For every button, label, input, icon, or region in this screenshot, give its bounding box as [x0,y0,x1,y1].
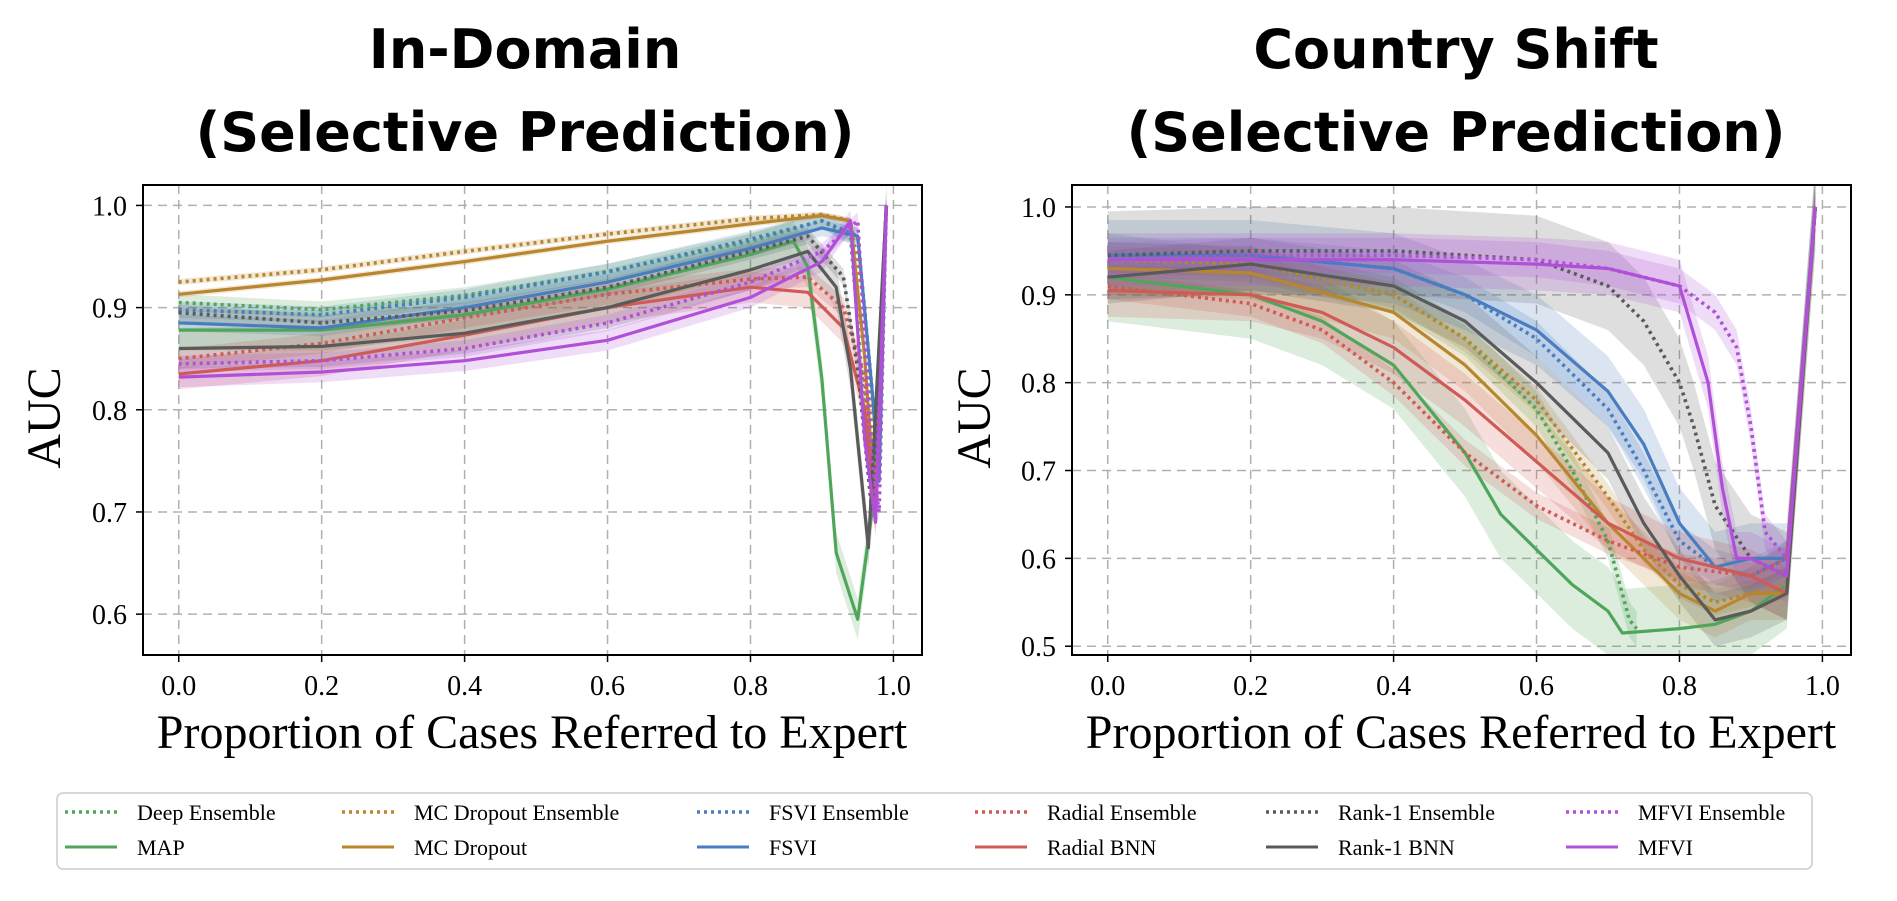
x-tick-label: 0.0 [161,671,196,702]
band-mfvi [178,195,887,533]
axes-frame [1071,184,1852,656]
country-shift-panel: Country Shift (Selective Prediction) Pro… [948,18,1852,759]
x-tick-label: 0.2 [304,671,339,702]
x-tick-label: 0.8 [733,671,768,702]
y-tick-label: 0.9 [92,294,127,325]
band-fsvi [178,197,887,490]
x-tick-label: 0.8 [1662,671,1697,702]
series-line-mc-dropout-ensemble [178,205,889,494]
series-line-fsvi-ensemble [1107,206,1818,578]
series-line-radial-bnn [178,205,888,524]
legend-label: FSVI Ensemble [769,800,909,825]
legend-label: Deep Ensemble [137,800,276,825]
series-line-fsvi [1107,206,1817,569]
series-line-radial-ensemble [1107,206,1818,578]
legend-label: Rank-1 BNN [1338,835,1455,860]
band-mfvi-ensemble [178,197,887,521]
plot-area [1107,185,1818,655]
y-axis-label: AUC [948,367,1001,468]
y-tick-label: 1.0 [1021,193,1056,224]
series-line-rank-1-bnn [1107,206,1817,622]
band-fsvi [1107,185,1816,603]
panel-title-line1: Country Shift [1253,18,1658,81]
series-line-mfvi [1107,206,1817,578]
x-tick-label: 0.4 [447,671,482,702]
series-line-mfvi [178,205,888,524]
legend-label: Rank-1 Ensemble [1338,800,1495,825]
axes-frame [142,184,923,656]
y-tick-label: 0.7 [1021,457,1056,488]
x-tick-label: 0.6 [590,671,625,702]
panel-title-line1: In-Domain [369,18,682,81]
x-tick-label: 0.4 [1376,671,1411,702]
series-line-rank-1-bnn [178,205,888,550]
plot-area [178,185,889,640]
band-mc-dropout [1107,185,1816,638]
y-tick-label: 0.7 [92,498,127,529]
band-rank-1-bnn [1107,185,1816,647]
legend: Deep Ensemble MAP MC Dropout Ensemble MC Dr… [56,792,1813,870]
y-tick-label: 1.0 [92,191,127,222]
y-tick-label: 0.5 [1021,632,1056,663]
series-line-mc-dropout [1107,206,1817,613]
band-rank-1-ensemble [1107,185,1816,620]
in-domain-panel: In-Domain (Selective Prediction) Proport… [18,18,923,759]
legend-label: MFVI [1638,835,1693,860]
x-tick-label: 0.2 [1233,671,1268,702]
legend-label: MFVI Ensemble [1638,800,1785,825]
y-tick-label: 0.6 [92,600,127,631]
y-tick-label: 0.6 [1021,544,1056,575]
panel-title-line2: (Selective Prediction) [1127,101,1786,164]
legend-label: FSVI [769,835,817,860]
panel-title-line2: (Selective Prediction) [196,101,855,164]
band-mfvi-ensemble [1107,189,1816,576]
legend-frame [56,792,1813,870]
y-tick-label: 0.8 [1021,369,1056,400]
x-axis-label: Proportion of Cases Referred to Expert [157,706,908,759]
x-tick-label: 1.0 [876,671,911,702]
series-line-mfvi-ensemble [1107,206,1818,561]
legend-label: MAP [137,835,185,860]
y-tick-label: 0.9 [1021,281,1056,312]
y-axis-label: AUC [18,367,71,468]
legend-label: Radial BNN [1047,835,1156,860]
band-mfvi [1107,185,1816,603]
series-line-radial-bnn [1107,206,1817,596]
legend-label: MC Dropout [414,835,527,860]
x-axis-label: Proportion of Cases Referred to Expert [1086,706,1837,759]
legend-label: MC Dropout Ensemble [414,800,619,825]
x-tick-label: 0.0 [1090,671,1125,702]
x-tick-label: 1.0 [1805,671,1840,702]
x-tick-label: 0.6 [1519,671,1554,702]
y-tick-label: 0.8 [92,396,127,427]
band-radial-bnn [178,190,887,538]
band-radial-bnn [1107,185,1816,620]
legend-label: Radial Ensemble [1047,800,1197,825]
